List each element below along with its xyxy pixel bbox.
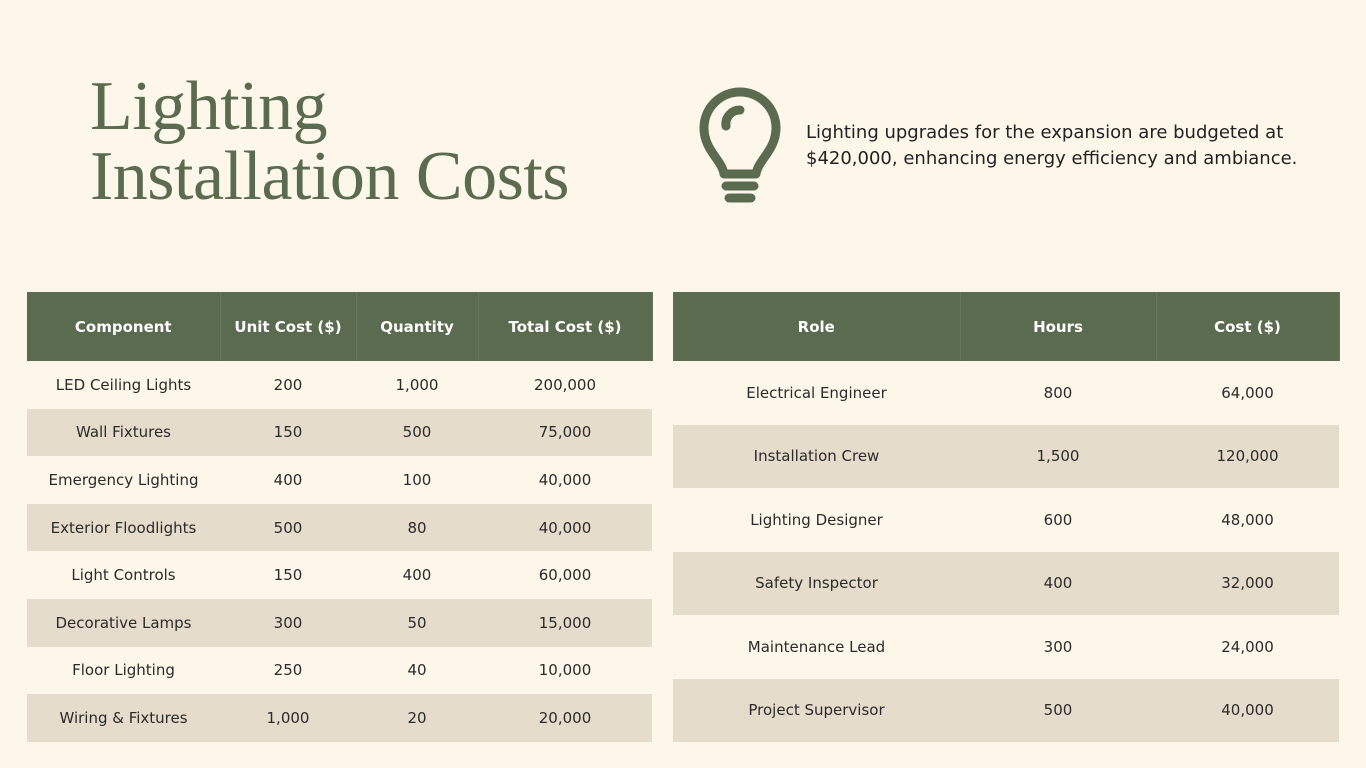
column-header: Unit Cost ($) xyxy=(220,292,357,361)
table-row: Installation Crew 1,500 120,000 xyxy=(673,424,1339,488)
table-cell: 400 xyxy=(960,551,1156,615)
labor-table: Role Hours Cost ($) Electrical Engineer 800 6… xyxy=(673,292,1340,742)
table-cell: 120,000 xyxy=(1156,424,1339,488)
table-cell: Project Supervisor xyxy=(673,678,960,742)
table-row: Project Supervisor 500 40,000 xyxy=(673,678,1339,742)
table-cell: Electrical Engineer xyxy=(746,383,887,402)
header-row: Component Unit Cost ($) Quantity Total Cost… xyxy=(27,292,653,361)
table-row: Electrical Engineer 800 64,000 xyxy=(673,361,1339,425)
column-header: Component xyxy=(27,292,221,361)
table-cell: Exterior Floodlights xyxy=(27,503,220,552)
description: Lighting upgrades for the expansion are … xyxy=(806,122,1298,169)
table-cell: Wall Fixtures xyxy=(27,408,220,457)
table-cell: 250 xyxy=(273,661,303,680)
bulb-icon xyxy=(699,87,781,203)
table-cell: 80 xyxy=(356,503,478,552)
table-cell: Installation Crew xyxy=(673,424,960,488)
table-cell: 500 xyxy=(960,678,1156,742)
table-cell: 150 xyxy=(273,566,303,585)
table-cell: 150 xyxy=(220,408,356,457)
title-line: Lighting xyxy=(90,68,328,145)
header-row: Role Hours Cost ($) xyxy=(673,292,1340,361)
table-row: LED Ceiling Lights 200 1,000 200,000 xyxy=(27,361,652,409)
column-header: Quantity xyxy=(356,292,479,361)
table-cell: 500 xyxy=(356,408,478,457)
table-cell: 10,000 xyxy=(538,661,592,680)
column-header: Total Cost ($) xyxy=(478,292,653,361)
table-cell: 20,000 xyxy=(478,694,652,742)
table-cell: 50 xyxy=(356,598,478,647)
table-cell: 40,000 xyxy=(478,503,652,552)
table-cell: 1,000 xyxy=(220,694,356,742)
table-row: Wiring & Fixtures 1,000 20 20,000 xyxy=(27,694,652,742)
table-cell: 40 xyxy=(407,661,427,680)
table-cell: Decorative Lamps xyxy=(27,598,220,647)
table-cell: Light Controls xyxy=(71,566,176,585)
table-row: Light Controls 150 400 60,000 xyxy=(27,551,652,599)
table-cell: 600 xyxy=(1043,510,1073,529)
table-row: Safety Inspector 400 32,000 xyxy=(673,551,1339,615)
table-cell: Safety Inspector xyxy=(673,551,960,615)
table-cell: 64,000 xyxy=(1221,383,1274,402)
title-line: Installation Costs xyxy=(90,138,570,215)
table-row: Lighting Designer 600 48,000 xyxy=(673,488,1339,552)
table-row: Emergency Lighting 400 100 40,000 xyxy=(27,456,652,504)
table-cell: 24,000 xyxy=(1221,637,1274,656)
table-cell: 200,000 xyxy=(533,375,597,394)
table-cell: 200 xyxy=(273,375,303,394)
table-cell: 800 xyxy=(1043,383,1073,402)
table-row: Maintenance Lead 300 24,000 xyxy=(673,615,1339,679)
table-cell: 40,000 xyxy=(538,470,592,489)
table-row: Decorative Lamps 300 50 15,000 xyxy=(27,598,652,647)
table-cell: Maintenance Lead xyxy=(747,637,886,656)
table-cell: 300 xyxy=(1043,637,1073,656)
components-table: Component Unit Cost ($) Quantity Total Cost… xyxy=(27,292,653,742)
table-cell: 400 xyxy=(402,566,432,585)
column-header: Hours xyxy=(960,292,1157,361)
column-header: Cost ($) xyxy=(1156,292,1340,361)
table-cell: Wiring & Fixtures xyxy=(27,694,220,742)
table-cell: 500 xyxy=(220,503,356,552)
table-row: Floor Lighting 250 40 10,000 xyxy=(27,647,652,695)
title: Lighting Installation Costs xyxy=(90,68,570,215)
table-cell: Emergency Lighting xyxy=(48,470,199,489)
table-cell: Lighting Designer xyxy=(750,510,883,529)
table-cell: 40,000 xyxy=(1156,678,1339,742)
table-cell: 75,000 xyxy=(478,408,652,457)
column-header: Role xyxy=(673,292,961,361)
table-cell: 60,000 xyxy=(538,566,592,585)
table-cell: 1,000 xyxy=(395,375,439,394)
table-cell: 100 xyxy=(402,470,432,489)
table-cell: 1,500 xyxy=(960,424,1156,488)
table-cell: 32,000 xyxy=(1156,551,1339,615)
table-cell: LED Ceiling Lights xyxy=(55,375,192,394)
table-cell: 300 xyxy=(220,598,356,647)
table-row: Exterior Floodlights 500 80 40,000 xyxy=(27,503,652,552)
table-cell: 20 xyxy=(356,694,478,742)
table-cell: 400 xyxy=(273,470,303,489)
table-cell: 15,000 xyxy=(478,598,652,647)
table-cell: 48,000 xyxy=(1221,510,1274,529)
table-cell: Floor Lighting xyxy=(72,661,175,680)
table-row: Wall Fixtures 150 500 75,000 xyxy=(27,408,652,457)
